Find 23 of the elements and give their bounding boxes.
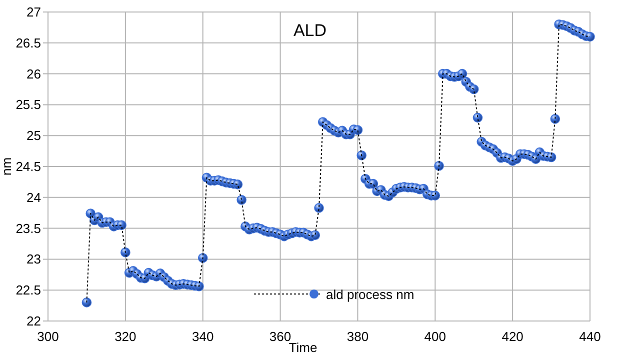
- y-tick-label: 23.5: [16, 220, 41, 236]
- x-tick-label: 320: [114, 329, 136, 344]
- y-tick-label: 22: [26, 314, 41, 328]
- y-tick-label: 25.5: [16, 97, 41, 112]
- x-axis-title: Time: [288, 340, 318, 355]
- text: ALD: [293, 21, 327, 40]
- x-tick-label: 300: [37, 329, 59, 344]
- x-tick-label: 400: [424, 329, 446, 344]
- x-tick-label: 420: [502, 329, 524, 344]
- x-tick-label: 380: [346, 329, 369, 344]
- y-tick-label: 26.5: [16, 35, 41, 50]
- y-tick-label: 24.5: [16, 159, 41, 174]
- x-tick-label: 360: [269, 329, 292, 344]
- y-tick-label: 25: [26, 128, 41, 144]
- y-tick-label: 26: [26, 66, 41, 82]
- y-tick-label: 24: [26, 190, 41, 205]
- legend-label: ald process nm: [326, 287, 414, 302]
- y-tick-label: 27: [26, 4, 41, 20]
- x-tick-label: 440: [579, 329, 601, 344]
- y-tick-label: 22.5: [16, 282, 41, 298]
- y-tick-label: 23: [26, 252, 41, 267]
- x-tick-label: 340: [192, 329, 214, 344]
- y-axis-title: nm: [0, 157, 14, 176]
